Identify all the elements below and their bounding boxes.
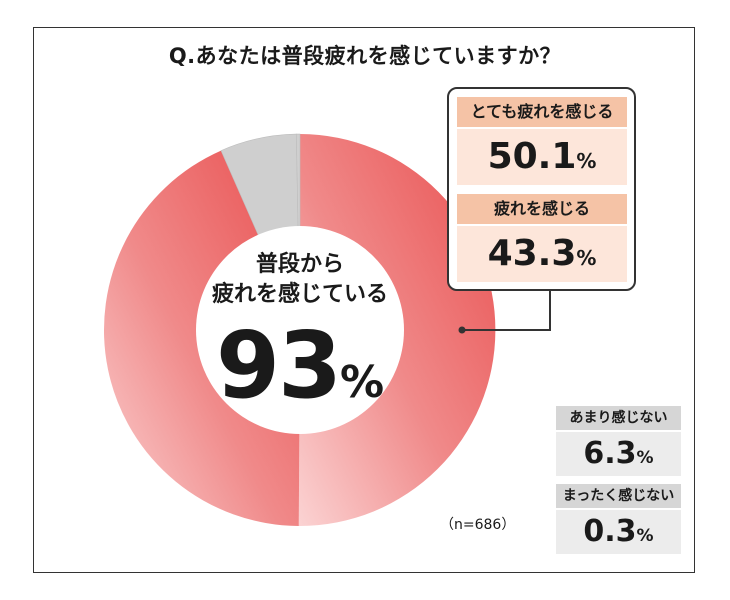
- center-value-unit: %: [339, 357, 385, 408]
- box-value: 6.3%: [556, 432, 681, 476]
- box-value: 50.1%: [457, 129, 627, 185]
- box-value-number: 0.3: [583, 514, 637, 549]
- donut-hole: [196, 226, 404, 434]
- callout-box: とても疲れを感じる 50.1% 疲れを感じる 43.3%: [447, 87, 636, 291]
- callout-dot: [458, 326, 466, 334]
- box-tired: 疲れを感じる 43.3%: [457, 194, 627, 282]
- box-value-number: 50.1: [487, 136, 577, 177]
- box-value-number: 43.3: [487, 233, 577, 274]
- box-value-unit: %: [576, 149, 597, 173]
- box-label: まったく感じない: [556, 484, 681, 508]
- box-value: 43.3%: [457, 226, 627, 282]
- center-label-line2: 疲れを感じている: [211, 282, 388, 307]
- center-value: 93%: [180, 320, 420, 412]
- center-label-line1: 普段から: [255, 252, 344, 277]
- box-label: 疲れを感じる: [457, 194, 627, 224]
- box-label: とても疲れを感じる: [457, 97, 627, 127]
- box-value: 0.3%: [556, 510, 681, 554]
- sample-size: （n=686）: [440, 517, 516, 533]
- center-value-number: 93: [215, 312, 342, 419]
- box-value-unit: %: [576, 246, 597, 270]
- box-not-much: あまり感じない 6.3%: [556, 406, 681, 476]
- box-value-number: 6.3: [583, 436, 637, 471]
- center-label: 普段から 疲れを感じている: [180, 250, 420, 310]
- box-value-unit: %: [636, 448, 654, 468]
- chart-title: Q.あなたは普段疲れを感じていますか？: [168, 44, 562, 68]
- box-label: あまり感じない: [556, 406, 681, 430]
- box-not-at-all: まったく感じない 0.3%: [556, 484, 681, 554]
- callout-leader: [462, 290, 551, 331]
- box-value-unit: %: [636, 526, 654, 546]
- box-very-tired: とても疲れを感じる 50.1%: [457, 97, 627, 185]
